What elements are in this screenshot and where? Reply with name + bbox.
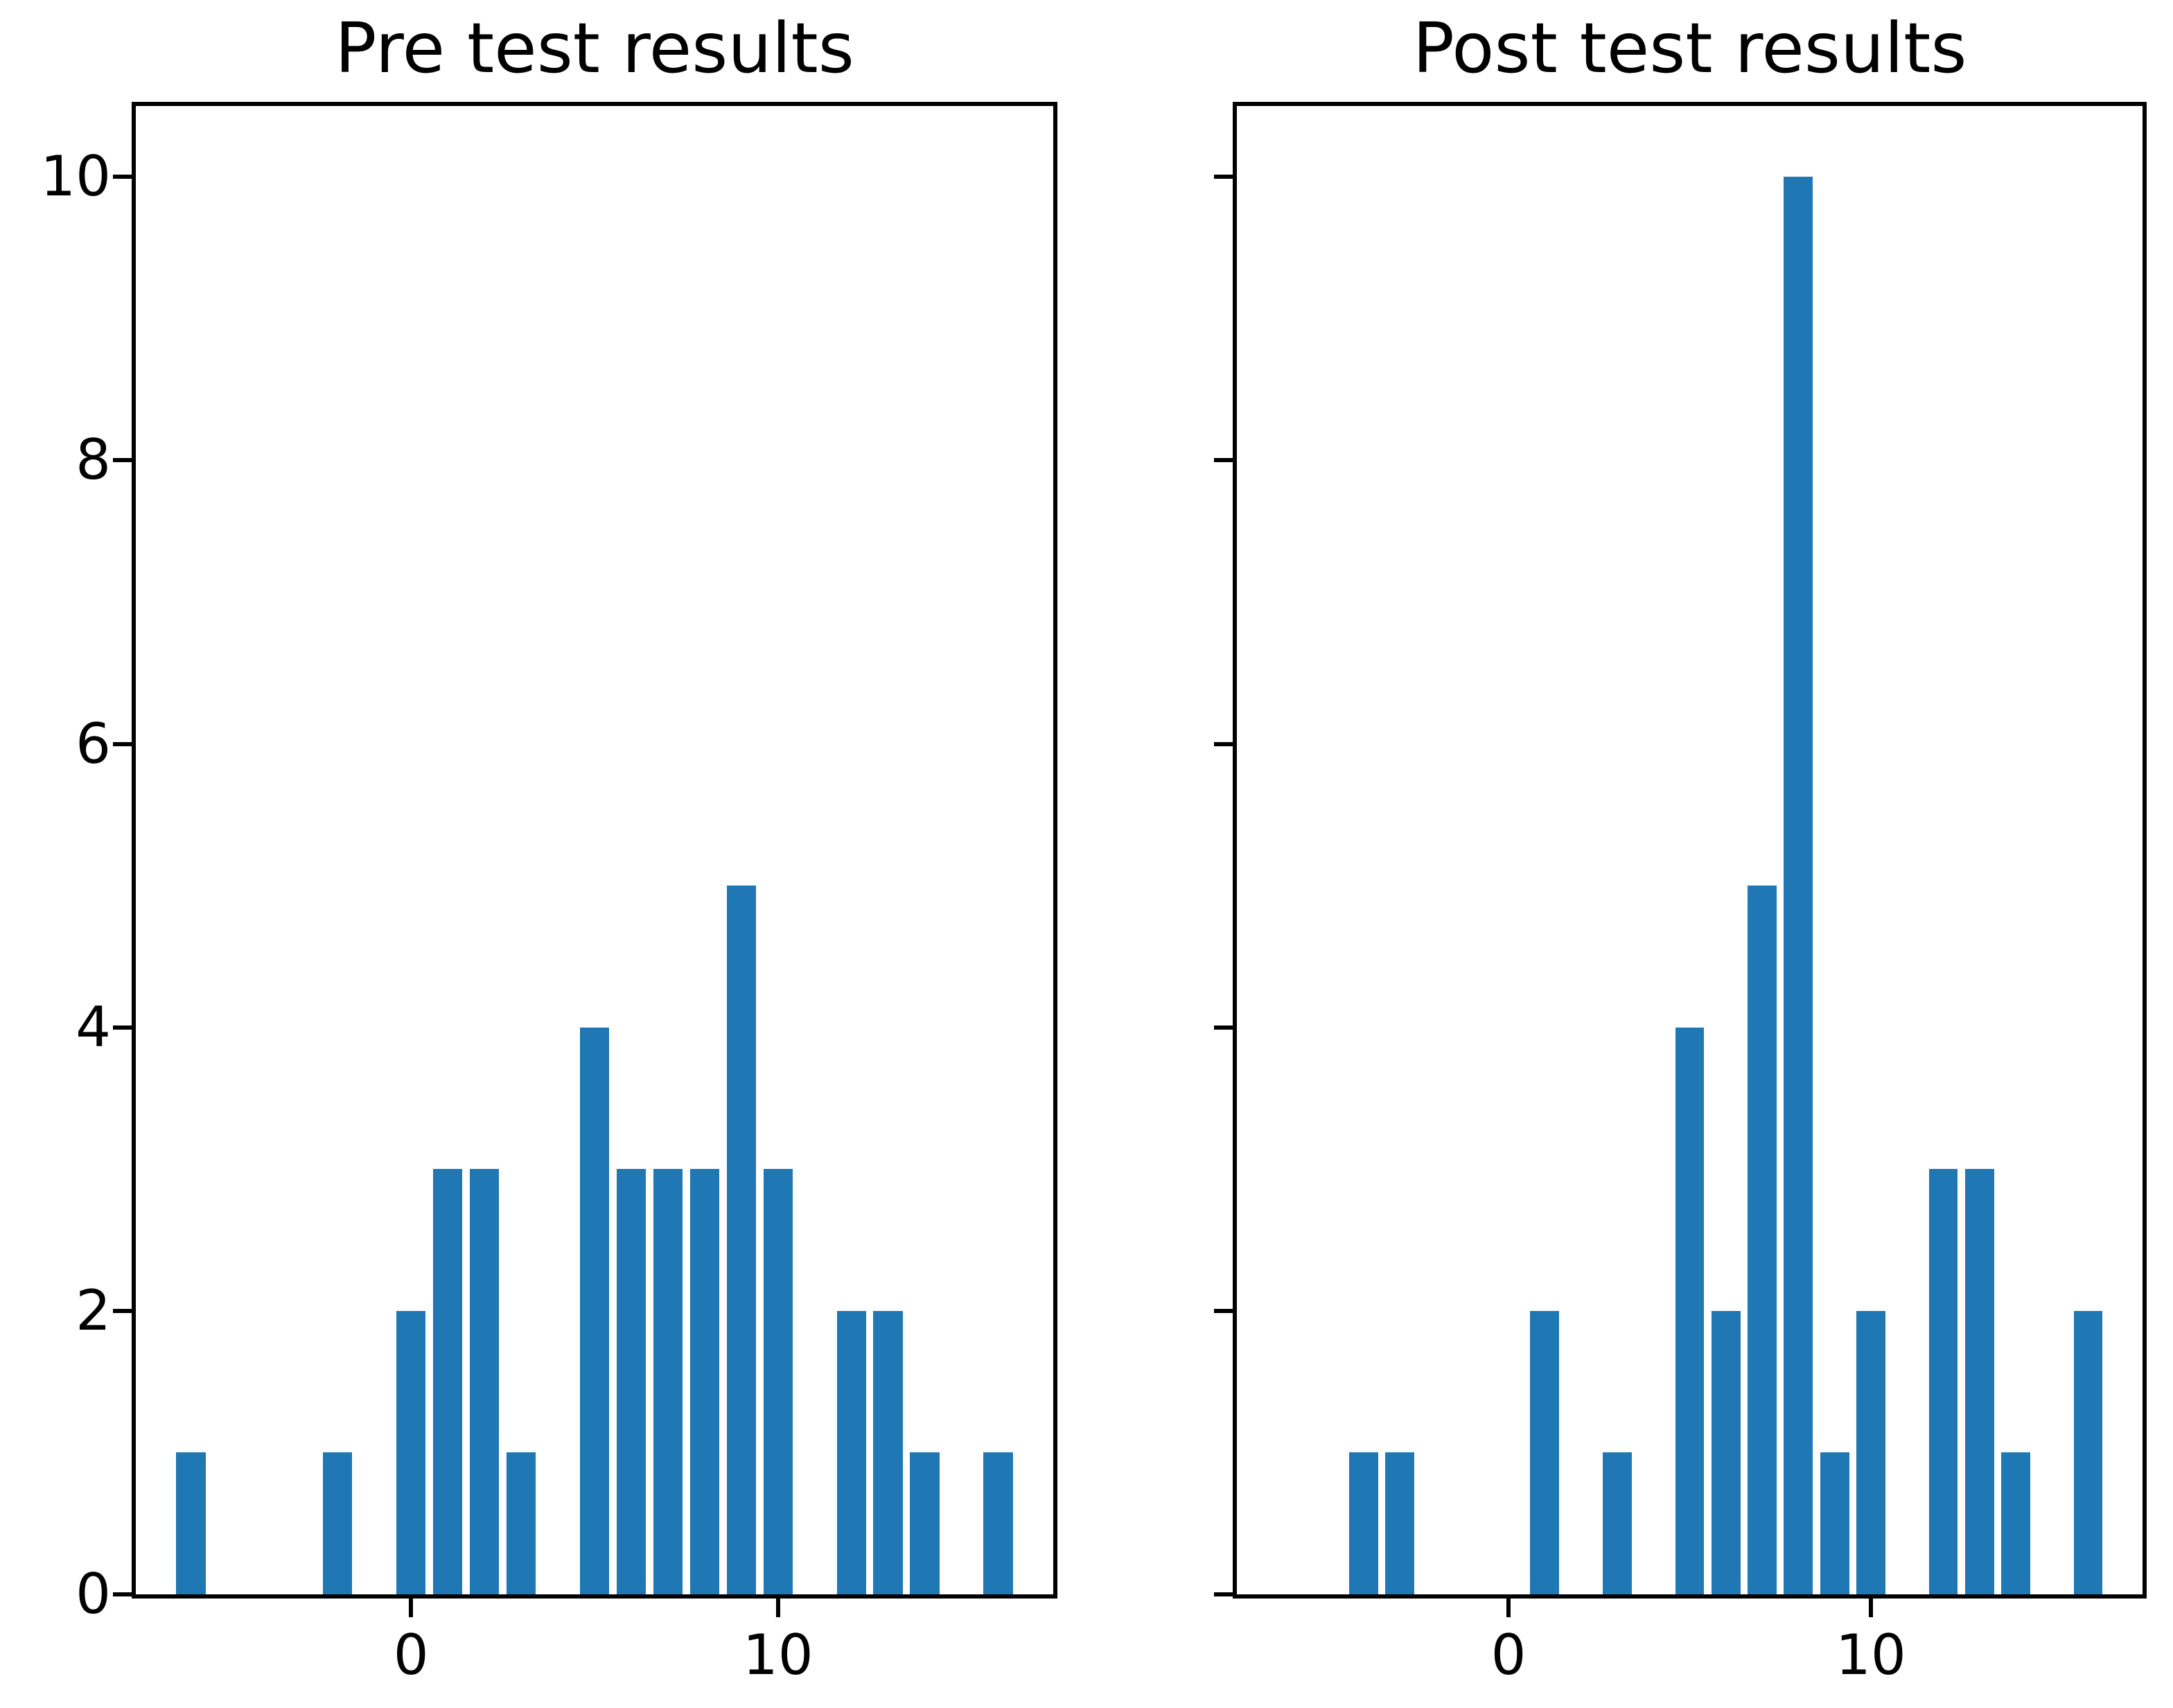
histogram-bar xyxy=(1711,1310,1741,1594)
x-axis-tick-label: 10 xyxy=(1835,1623,1906,1687)
histogram-bar xyxy=(396,1310,426,1594)
y-axis-tick xyxy=(113,1592,132,1596)
x-axis-tick xyxy=(1868,1599,1873,1617)
x-axis-tick xyxy=(409,1599,414,1617)
y-axis-tick xyxy=(113,175,132,179)
histogram-bar xyxy=(983,1452,1013,1594)
histogram-bar xyxy=(1530,1310,1560,1594)
histogram-bar xyxy=(653,1169,683,1594)
y-axis-tick-label: 0 xyxy=(76,1562,111,1626)
histogram-bar xyxy=(1603,1452,1632,1594)
histogram-bar xyxy=(1784,177,1813,1594)
y-axis-tick xyxy=(1214,1308,1233,1313)
y-axis-tick xyxy=(1214,1592,1233,1596)
histogram-bar xyxy=(910,1452,940,1594)
y-axis-tick xyxy=(1214,1025,1233,1030)
y-axis-tick-label: 2 xyxy=(76,1278,111,1343)
y-axis-tick xyxy=(113,458,132,463)
y-axis-tick-label: 10 xyxy=(40,144,111,209)
histogram-bar xyxy=(616,1169,646,1594)
histogram-bar xyxy=(1964,1169,1994,1594)
histogram-bar xyxy=(432,1169,463,1594)
x-axis-tick-label: 10 xyxy=(742,1623,813,1687)
histogram-bar xyxy=(873,1310,903,1594)
y-axis-tick-label: 8 xyxy=(76,428,111,493)
histogram-bar xyxy=(1748,886,1777,1594)
histogram-bar xyxy=(506,1452,536,1594)
y-axis-tick xyxy=(113,1025,132,1030)
histogram-bar xyxy=(836,1310,866,1594)
x-axis-tick-label: 0 xyxy=(1490,1623,1527,1687)
histogram-bar xyxy=(2001,1452,2030,1594)
histogram-bar xyxy=(176,1452,206,1594)
histogram-bar xyxy=(579,1027,610,1594)
histogram-bar xyxy=(1675,1027,1705,1594)
histogram-bar xyxy=(1856,1310,1885,1594)
y-axis-tick xyxy=(113,1308,132,1313)
histogram-bar xyxy=(323,1452,353,1594)
histogram-bar xyxy=(469,1169,500,1594)
x-axis-tick-label: 0 xyxy=(393,1623,429,1687)
histogram-bar xyxy=(726,886,756,1594)
post-test-title: Post test results xyxy=(1412,8,1967,89)
y-axis-tick xyxy=(113,741,132,746)
x-axis-tick xyxy=(1506,1599,1511,1617)
post-test-axes: Post test results 0 10 xyxy=(1214,10,2147,1683)
histogram-bar xyxy=(689,1169,720,1594)
y-axis-tick xyxy=(1214,458,1233,463)
histogram-bar xyxy=(1820,1452,1849,1594)
histogram-bar xyxy=(1928,1169,1958,1594)
histogram-bar xyxy=(1349,1452,1378,1594)
pre-test-axes: Pre test results 0 10 0 2 4 6 8 10 xyxy=(40,10,1057,1683)
histogram-bar xyxy=(1385,1452,1415,1594)
histogram-bar xyxy=(763,1169,793,1594)
pre-test-title: Pre test results xyxy=(335,8,854,89)
x-axis-tick xyxy=(775,1599,780,1617)
histogram-bar xyxy=(2073,1310,2103,1594)
y-axis-tick-label: 4 xyxy=(76,994,111,1059)
y-axis-tick xyxy=(1214,741,1233,746)
y-axis-tick-label: 6 xyxy=(76,711,111,776)
y-axis-tick xyxy=(1214,175,1233,179)
